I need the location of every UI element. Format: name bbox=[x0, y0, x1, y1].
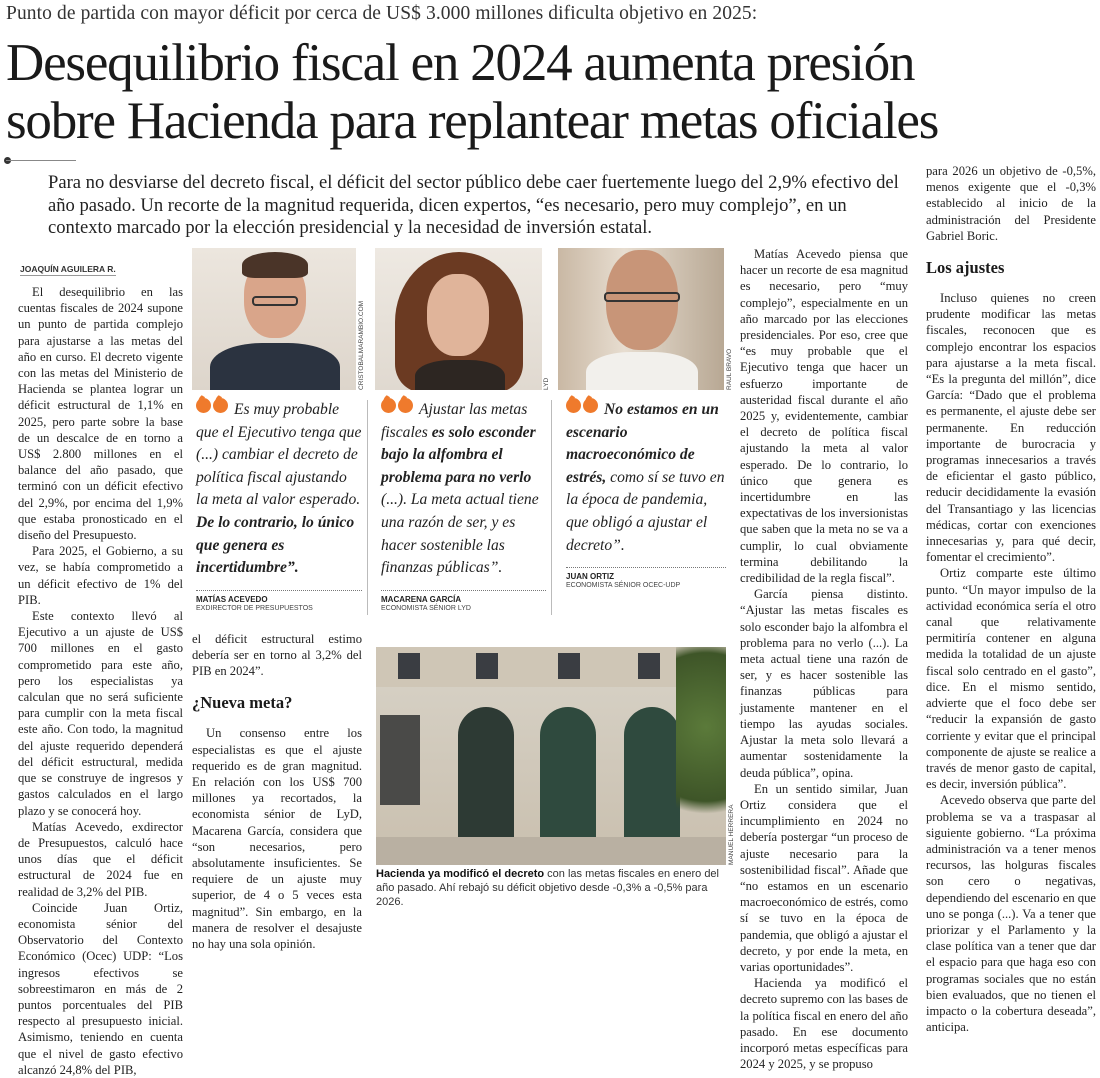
deck: Para no desviarse del decreto fiscal, el… bbox=[48, 172, 899, 238]
kicker: Punto de partida con mayor déficit por c… bbox=[6, 3, 758, 24]
subhead-los-ajustes: Los ajustes bbox=[926, 258, 1005, 278]
quote-author: MACARENA GARCÍA bbox=[381, 589, 546, 604]
paragraph: García piensa distinto. “Ajustar las met… bbox=[740, 587, 908, 780]
column-4: Matías Acevedo piensa que hacer un recor… bbox=[740, 246, 908, 1072]
photo-juan-ortiz bbox=[558, 248, 724, 390]
quote-bold: De lo contrario, lo único que genera es … bbox=[196, 513, 355, 577]
paragraph: Incluso quienes no creen prudente modifi… bbox=[926, 291, 1096, 565]
paragraph: Coincide Juan Ortiz, economista sénior d… bbox=[18, 900, 183, 1077]
caption-bold: Hacienda ya modificó el decreto bbox=[376, 868, 545, 880]
subhead-nueva-meta: ¿Nueva meta? bbox=[192, 693, 293, 713]
paragraph: el déficit estructural estimo debería se… bbox=[192, 631, 362, 679]
quote-role: ECONOMISTA SÉNIOR OCEC-UDP bbox=[566, 582, 681, 590]
paragraph: Matías Acevedo piensa que hacer un recor… bbox=[740, 247, 908, 586]
photo-credit: CRISTOBALMARAMBIO.COM bbox=[358, 300, 365, 390]
paragraph: Un consenso entre los especialistas es q… bbox=[192, 726, 362, 951]
quote-text: como sí se tuvo en la época de pandemia,… bbox=[566, 468, 725, 554]
quote-mark-icon bbox=[381, 393, 415, 416]
headline-line-2: sobre Hacienda para replantear metas ofi… bbox=[6, 92, 939, 150]
photo-credit: MANUEL HERRERA bbox=[728, 804, 735, 865]
photo-caption: Hacienda ya modificó el decreto con las … bbox=[376, 867, 736, 909]
quote-bold: es solo esconder bajo la alfombra el pro… bbox=[381, 423, 536, 486]
byline: JOAQUÍN AGUILERA R. bbox=[20, 264, 116, 276]
quote-mark-icon bbox=[566, 393, 600, 416]
pull-quote-acevedo: Es muy probable que el Ejecutivo tenga q… bbox=[192, 393, 362, 613]
paragraph: Para 2025, el Gobierno, a su vez, se hab… bbox=[18, 544, 183, 607]
paragraph: Hacienda ya modificó el decreto supremo … bbox=[740, 976, 908, 1072]
quote-author: MATÍAS ACEVEDO bbox=[196, 589, 362, 604]
divider bbox=[367, 400, 368, 615]
pull-quote-ortiz: No estamos en un escenario macroeconómic… bbox=[566, 393, 726, 590]
left-middle-stack: Es muy probable que el Ejecutivo tenga q… bbox=[192, 393, 362, 952]
paragraph: para 2026 un objetivo de -0,5%, menos ex… bbox=[926, 164, 1096, 243]
photo-matias-acevedo bbox=[192, 248, 356, 390]
quote-text: Ajustar las metas fiscales bbox=[381, 401, 528, 441]
quote-role: ECONOMISTA SÉNIOR LYD bbox=[381, 604, 471, 612]
headline: Desequilibrio fiscal en 2024 aumenta pre… bbox=[6, 34, 1100, 150]
column-2: el déficit estructural estimo debería se… bbox=[192, 631, 362, 952]
quote-role: EXDIRECTOR DE PRESUPUESTOS bbox=[196, 604, 313, 612]
quote-text: (...). La meta actual tiene una razón de… bbox=[381, 491, 539, 577]
column-5: para 2026 un objetivo de -0,5%, menos ex… bbox=[926, 163, 1096, 1035]
quote-text: Es muy probable que el Ejecutivo tenga q… bbox=[196, 401, 362, 509]
paragraph: Acevedo observa que parte del problema s… bbox=[926, 793, 1096, 1035]
photo-credit: LYD bbox=[543, 377, 550, 390]
photo-credit: RAUL BRAVO bbox=[726, 348, 733, 390]
paragraph: El desequilibrio en las cuentas fiscales… bbox=[18, 285, 183, 543]
divider bbox=[551, 400, 552, 615]
paragraph: Este contexto llevó al Ejecutivo a un aj… bbox=[18, 609, 183, 818]
caption-text: con las metas fiscales en enero del año … bbox=[376, 868, 719, 908]
ornament-rule bbox=[6, 160, 76, 161]
photo-hacienda-building bbox=[376, 647, 726, 865]
headline-line-1: Desequilibrio fiscal en 2024 aumenta pre… bbox=[6, 34, 915, 92]
photo-macarena-garcia bbox=[375, 248, 542, 390]
paragraph: Matías Acevedo, exdirector de Presupuest… bbox=[18, 819, 183, 899]
column-1: El desequilibrio en las cuentas fiscales… bbox=[18, 284, 183, 1078]
pull-quote-garcia: Ajustar las metas fiscales es solo escon… bbox=[381, 393, 546, 613]
paragraph: Ortiz comparte este último punto. “Un ma… bbox=[926, 566, 1096, 792]
quote-author: JUAN ORTIZ bbox=[566, 567, 726, 581]
quote-bold: No estamos en un escenario macroeconómic… bbox=[566, 401, 719, 486]
paragraph: En un sentido similar, Juan Ortiz consid… bbox=[740, 781, 908, 974]
quote-mark-icon bbox=[196, 393, 230, 416]
